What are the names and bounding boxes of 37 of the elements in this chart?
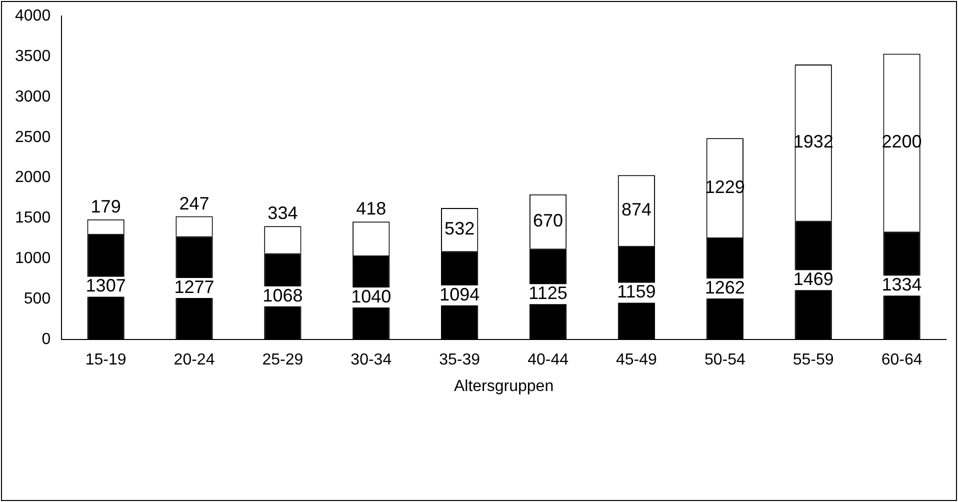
data-label: 670 xyxy=(532,210,564,230)
data-label: 179 xyxy=(90,196,121,216)
data-label: 1307 xyxy=(86,276,126,296)
y-tick-label: 2000 xyxy=(15,169,51,186)
y-tick-label: 1000 xyxy=(15,250,51,268)
y-tick-label: 2500 xyxy=(15,128,51,146)
data-label: 874 xyxy=(621,199,652,220)
data-label: 1469 xyxy=(793,269,834,290)
data-label: 1094 xyxy=(440,284,480,304)
data-label: 1334 xyxy=(882,274,922,295)
data-label: 1277 xyxy=(174,276,214,297)
y-tick-label: 0 xyxy=(42,331,51,348)
data-label: 418 xyxy=(356,198,386,219)
x-axis-title: Altersgruppen xyxy=(454,378,554,395)
x-tick-label: 30-34 xyxy=(350,352,392,369)
data-label: 1040 xyxy=(351,286,392,306)
x-tick-label: 40-44 xyxy=(528,352,569,369)
x-tick-label: 45-49 xyxy=(616,352,658,369)
data-label: 532 xyxy=(444,218,475,239)
data-label: 1262 xyxy=(704,278,745,298)
data-label: 1125 xyxy=(528,283,568,304)
x-tick-label: 50-54 xyxy=(704,352,746,369)
y-tick-label: 4000 xyxy=(15,7,51,24)
y-tick-label: 3500 xyxy=(15,48,51,65)
y-tick-label: 1500 xyxy=(15,210,51,227)
y-tick-label: 500 xyxy=(24,290,51,308)
data-label: 247 xyxy=(179,193,210,214)
data-label: 1068 xyxy=(262,285,303,306)
data-label: 334 xyxy=(268,203,298,224)
x-tick-label: 60-64 xyxy=(881,352,922,369)
x-tick-label: 15-19 xyxy=(85,352,126,369)
x-tick-label: 25-29 xyxy=(262,352,304,369)
y-tick-label: 3000 xyxy=(15,88,51,106)
x-tick-label: 20-24 xyxy=(174,352,215,369)
x-tick-label: 55-59 xyxy=(792,352,834,369)
x-tick-label: 35-39 xyxy=(439,352,480,369)
data-label: 1159 xyxy=(617,282,656,302)
